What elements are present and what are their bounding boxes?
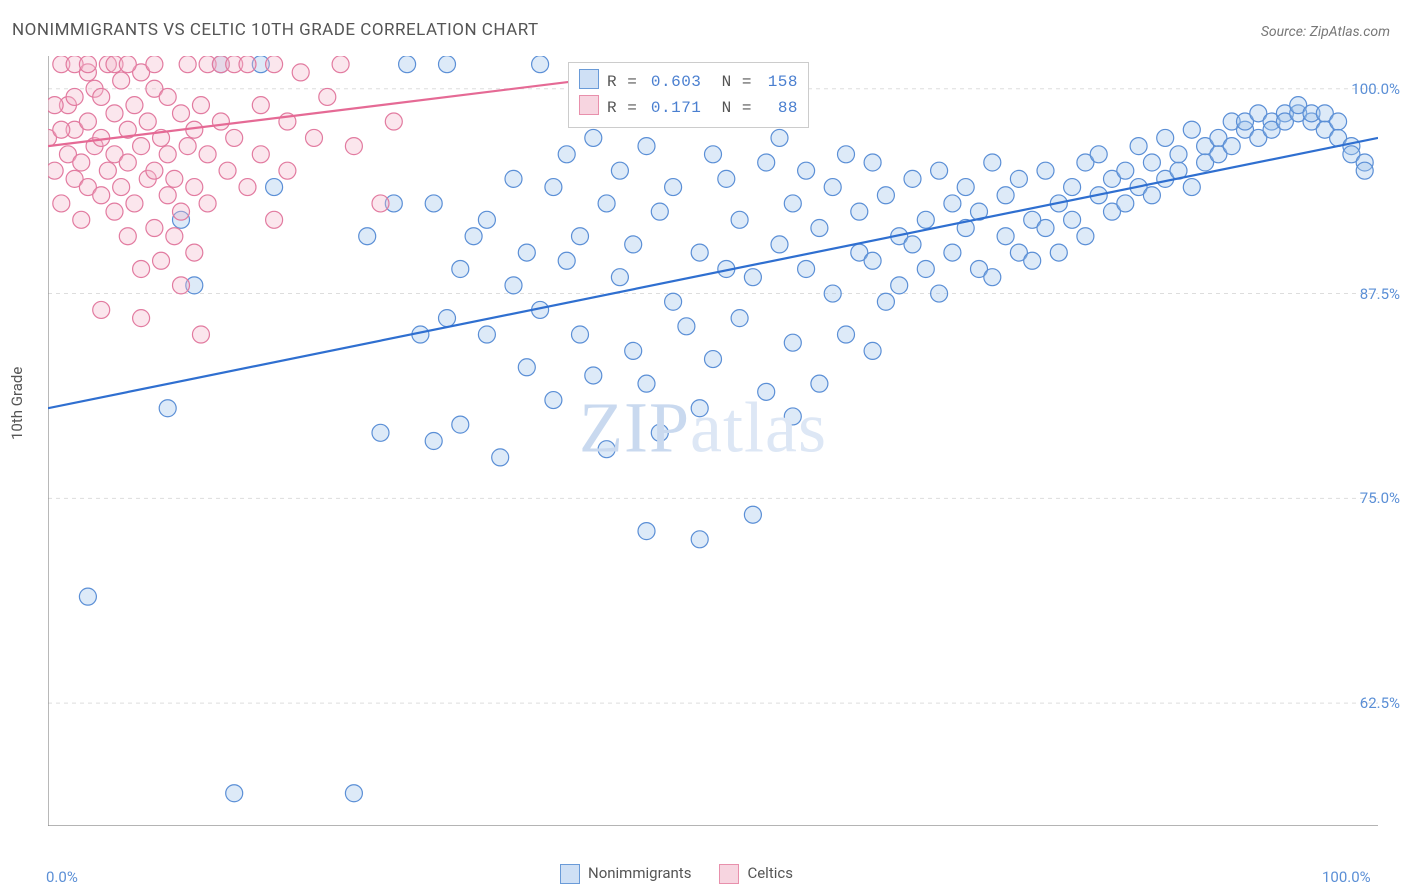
y-tick-label: 75.0% <box>1360 489 1400 507</box>
y-tick-label: 100.0% <box>1351 80 1400 98</box>
legend-swatch <box>719 864 739 884</box>
x-tick-label: 100.0% <box>1322 868 1371 886</box>
scatter-plot <box>48 56 1378 826</box>
chart-container: NONIMMIGRANTS VS CELTIC 10TH GRADE CORRE… <box>0 0 1406 892</box>
y-tick-label: 87.5% <box>1360 285 1400 303</box>
stat-row: R = 0.171 N = 88 <box>579 95 798 121</box>
legend-item: Nonimmigrants <box>560 864 691 884</box>
legend-item: Celtics <box>719 864 793 884</box>
y-tick-label: 62.5% <box>1360 694 1400 712</box>
x-tick-label: 0.0% <box>46 868 78 886</box>
stat-row: R = 0.603 N = 158 <box>579 69 798 95</box>
stat-swatch <box>579 69 599 89</box>
source-label: Source: ZipAtlas.com <box>1261 24 1390 40</box>
y-axis-label: 10th Grade <box>8 367 26 440</box>
stat-swatch <box>579 95 599 115</box>
correlation-stat-box: R = 0.603 N = 158R = 0.171 N = 88 <box>568 62 809 128</box>
chart-title: NONIMMIGRANTS VS CELTIC 10TH GRADE CORRE… <box>12 20 539 40</box>
legend-bottom: Nonimmigrants Celtics <box>560 864 793 884</box>
legend-swatch <box>560 864 580 884</box>
